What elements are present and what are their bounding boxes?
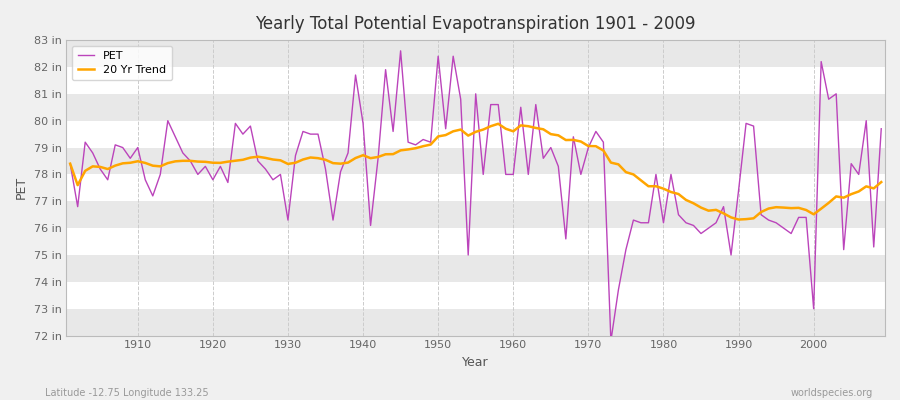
Bar (67, 255, 885, 282)
Bar (67, 228, 885, 255)
20 Yr Trend (125, 160, 136, 165)
Text: worldspecies.org: worldspecies.org (791, 388, 873, 398)
Y-axis label: PET: PET (15, 176, 28, 200)
PET (606, 338, 616, 343)
Bar (67, 148, 885, 174)
PET (395, 48, 406, 53)
PET (290, 153, 301, 158)
Line: PET: PET (70, 51, 881, 341)
X-axis label: Year: Year (463, 356, 489, 369)
Legend: PET, 20 Yr Trend: PET, 20 Yr Trend (72, 46, 172, 80)
20 Yr Trend (335, 161, 346, 166)
20 Yr Trend (65, 161, 76, 166)
Bar (67, 309, 885, 336)
Bar (67, 201, 885, 228)
Title: Yearly Total Potential Evapotranspiration 1901 - 2009: Yearly Total Potential Evapotranspiratio… (256, 15, 696, 33)
PET (516, 105, 526, 110)
20 Yr Trend (508, 129, 518, 134)
20 Yr Trend (493, 121, 504, 126)
Text: Latitude -12.75 Longitude 133.25: Latitude -12.75 Longitude 133.25 (45, 388, 209, 398)
Bar (67, 174, 885, 201)
PET (335, 169, 346, 174)
PET (876, 126, 886, 131)
Line: 20 Yr Trend: 20 Yr Trend (70, 124, 881, 220)
PET (508, 172, 518, 177)
PET (125, 156, 136, 161)
20 Yr Trend (516, 123, 526, 128)
Bar (67, 282, 885, 309)
PET (65, 161, 76, 166)
Bar (67, 121, 885, 148)
Bar (67, 67, 885, 94)
PET (613, 288, 624, 292)
20 Yr Trend (290, 160, 301, 165)
Bar (67, 40, 885, 67)
Bar (67, 94, 885, 121)
20 Yr Trend (876, 180, 886, 184)
20 Yr Trend (606, 160, 616, 165)
20 Yr Trend (734, 217, 744, 222)
